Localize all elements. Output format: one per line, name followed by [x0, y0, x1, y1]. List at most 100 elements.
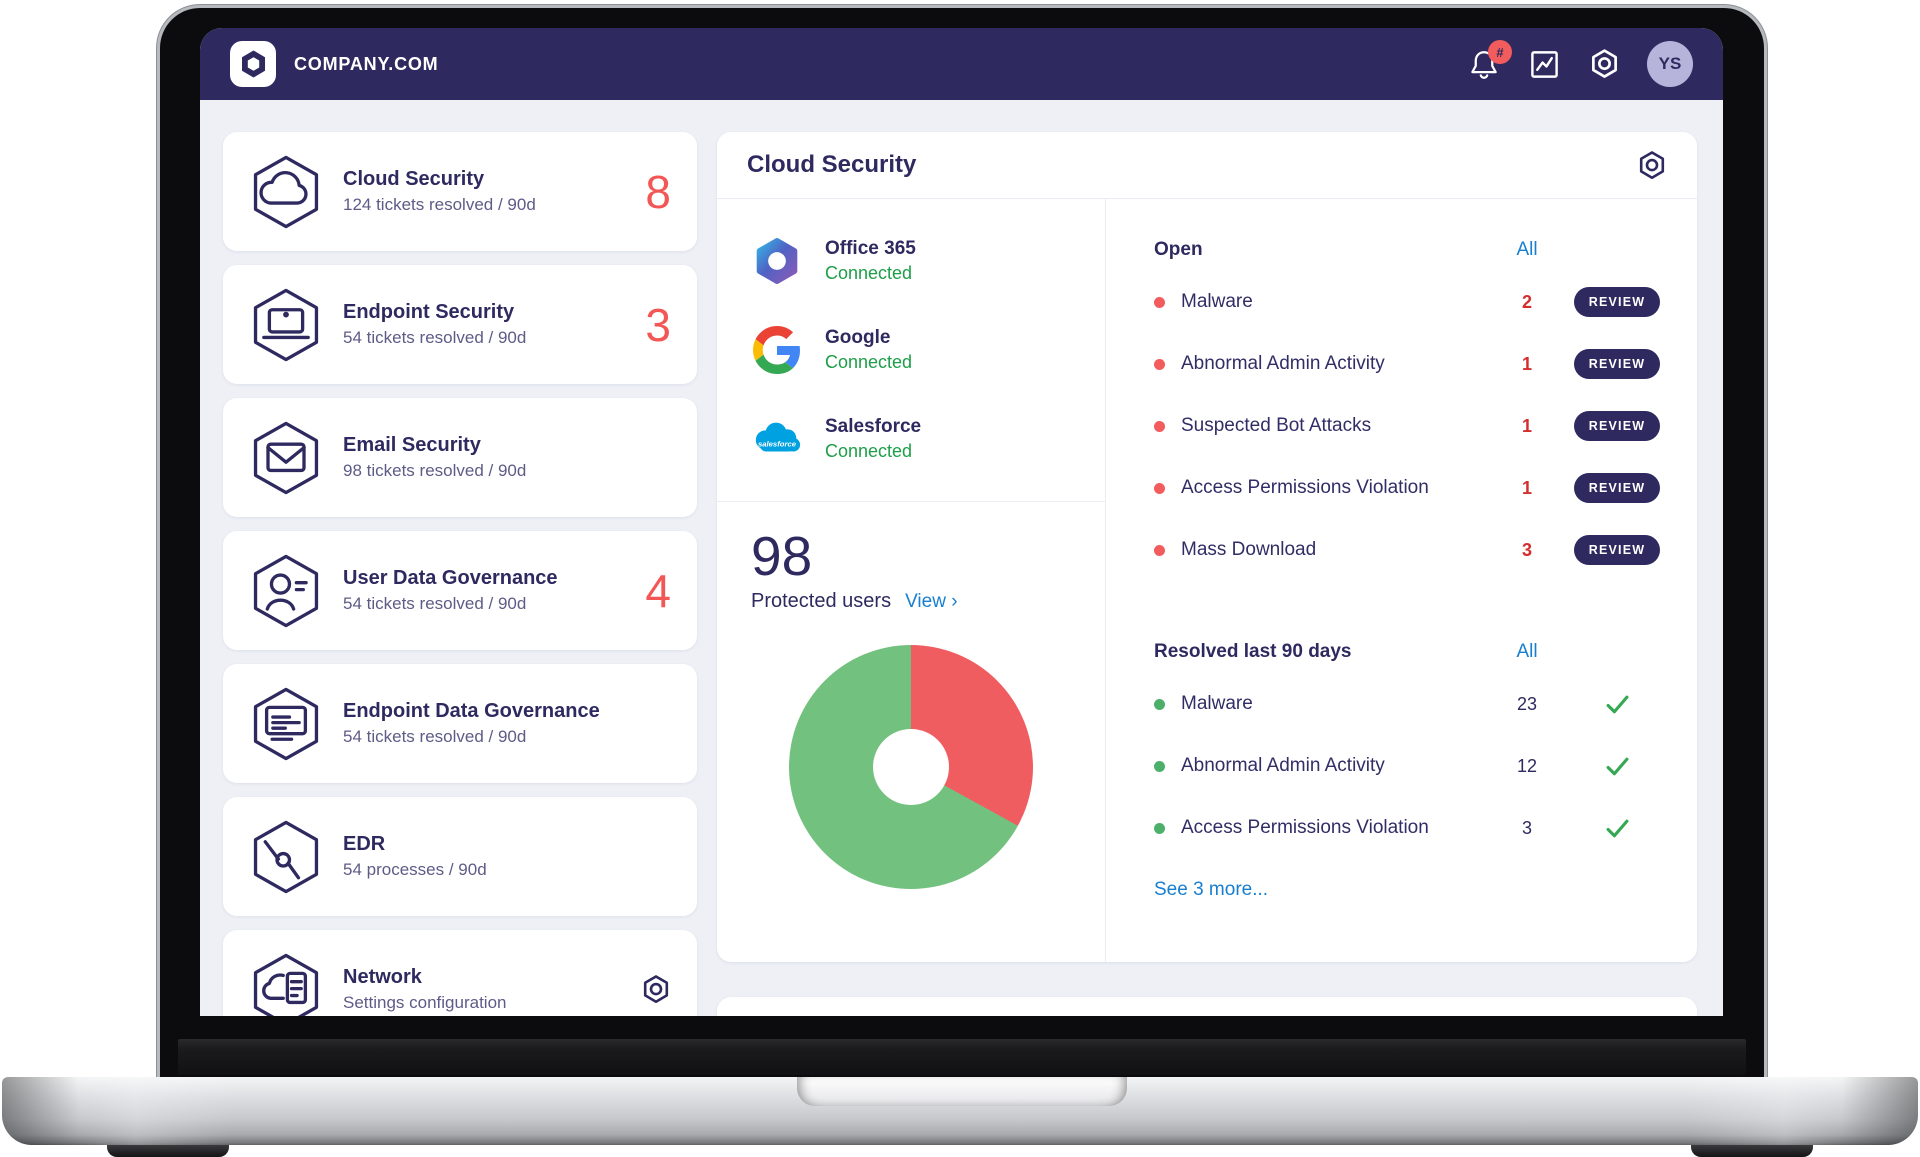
card-subtitle: 54 processes / 90d [343, 860, 487, 879]
card-subtitle: 54 tickets resolved / 90d [343, 727, 527, 746]
service-salesforce: salesforce Salesforce Connected [751, 413, 1071, 465]
service-name: Office 365 [825, 238, 916, 259]
endpoint-data-governance-icon [249, 685, 323, 763]
open-all-link[interactable]: All [1516, 239, 1538, 260]
google-logo-icon [751, 324, 803, 376]
service-name: Salesforce [825, 416, 922, 437]
settings-button[interactable] [1587, 47, 1621, 81]
sidebar-card-cloud-security[interactable]: Cloud Security 124 tickets resolved / 90… [223, 132, 697, 251]
item-label: Abnormal Admin Activity [1181, 353, 1385, 374]
laptop-base [2, 1077, 1918, 1145]
card-title: Endpoint Security [343, 301, 515, 323]
user-data-governance-icon [249, 552, 323, 630]
service-status: Connected [825, 263, 913, 283]
open-count: 8 [645, 165, 671, 218]
sidebar-card-endpoint-security[interactable]: Endpoint Security 54 tickets resolved / … [223, 265, 697, 384]
salesforce-logo-icon: salesforce [751, 413, 803, 465]
red-dot-icon [1154, 358, 1165, 370]
resolved-heading: Resolved last 90 days [1154, 641, 1352, 662]
resolved-section: Resolved last 90 days All Malware 23 [1154, 631, 1667, 901]
item-label: Malware [1181, 693, 1253, 714]
sidebar: Cloud Security 124 tickets resolved / 90… [223, 132, 697, 1016]
svg-text:salesforce: salesforce [758, 440, 797, 449]
green-dot-icon [1154, 760, 1165, 772]
card-title: User Data Governance [343, 567, 558, 589]
top-bar-actions: # YS [1467, 40, 1693, 87]
card-subtitle: Settings configuration [343, 993, 507, 1012]
card-title: Email Security [343, 434, 481, 456]
sidebar-card-user-data-governance[interactable]: User Data Governance 54 tickets resolved… [223, 531, 697, 650]
laptop-foot [107, 1145, 229, 1157]
cloud-security-panel: Cloud Security [717, 132, 1697, 962]
resolved-list-header: Resolved last 90 days All [1154, 631, 1667, 673]
resolved-item-access-permissions-violation: Access Permissions Violation 3 [1154, 797, 1667, 859]
review-button[interactable]: REVIEW [1574, 535, 1660, 565]
card-subtitle: 98 tickets resolved / 90d [343, 461, 527, 480]
red-dot-icon [1154, 420, 1165, 432]
alerts-column: Open All Malware 2 REVIEW Abnormal Admin… [1105, 199, 1697, 962]
review-button[interactable]: REVIEW [1574, 349, 1660, 379]
protected-users-donut-chart [789, 644, 1033, 889]
resolved-check-icon [1567, 818, 1667, 839]
resolved-check-icon [1567, 756, 1667, 777]
resolved-item-malware: Malware 23 [1154, 673, 1667, 735]
see-more-link[interactable]: See 3 more... [1154, 879, 1269, 900]
view-link[interactable]: View › [905, 590, 958, 612]
item-label: Access Permissions Violation [1181, 477, 1429, 498]
item-count: 1 [1521, 477, 1532, 498]
avatar[interactable]: YS [1647, 41, 1693, 87]
item-count: 2 [1521, 291, 1532, 312]
item-count: 1 [1521, 353, 1532, 374]
sidebar-card-network[interactable]: Network Settings configuration [223, 930, 697, 1016]
item-count: 23 [1516, 693, 1538, 714]
cloud-security-icon [249, 153, 323, 231]
open-count: 3 [645, 298, 671, 351]
gear-icon [1591, 49, 1617, 78]
open-item-access-permissions-violation: Access Permissions Violation 1 REVIEW [1154, 457, 1667, 519]
laptop-hinge [178, 1039, 1746, 1075]
network-settings-button[interactable] [641, 973, 671, 1006]
notification-badge: # [1488, 40, 1512, 64]
open-list-header: Open All [1154, 229, 1667, 271]
resolved-check-icon [1567, 694, 1667, 715]
review-button[interactable]: REVIEW [1574, 411, 1660, 441]
green-dot-icon [1154, 698, 1165, 710]
sidebar-card-edr[interactable]: EDR 54 processes / 90d [223, 797, 697, 916]
open-item-mass-download: Mass Download 3 REVIEW [1154, 519, 1667, 581]
open-item-suspected-bot-attacks: Suspected Bot Attacks 1 REVIEW [1154, 395, 1667, 457]
item-count: 3 [1521, 817, 1532, 838]
open-heading: Open [1154, 239, 1203, 260]
card-title: EDR [343, 833, 386, 855]
reports-button[interactable] [1527, 47, 1561, 81]
service-name: Google [825, 327, 891, 348]
top-bar: COMPANY.COM # [200, 28, 1723, 100]
red-dot-icon [1154, 544, 1165, 556]
gear-icon [1639, 150, 1665, 179]
company-logo-icon [230, 41, 276, 87]
review-button[interactable]: REVIEW [1574, 287, 1660, 317]
next-panel-partial [717, 997, 1697, 1016]
item-label: Access Permissions Violation [1181, 817, 1429, 838]
sidebar-card-endpoint-data-governance[interactable]: Endpoint Data Governance 54 tickets reso… [223, 664, 697, 783]
resolved-item-abnormal-admin-activity: Abnormal Admin Activity 12 [1154, 735, 1667, 797]
open-item-malware: Malware 2 REVIEW [1154, 271, 1667, 333]
network-icon [249, 951, 323, 1016]
item-label: Malware [1181, 291, 1253, 312]
card-subtitle: 54 tickets resolved / 90d [343, 328, 527, 347]
panel-settings-button[interactable] [1637, 149, 1667, 182]
review-button[interactable]: REVIEW [1574, 473, 1660, 503]
open-item-abnormal-admin-activity: Abnormal Admin Activity 1 REVIEW [1154, 333, 1667, 395]
panel-title: Cloud Security [747, 151, 917, 178]
notifications-button[interactable]: # [1467, 40, 1512, 81]
laptop-foot [1691, 1145, 1813, 1157]
chart-icon [1530, 50, 1558, 78]
card-subtitle: 54 tickets resolved / 90d [343, 594, 527, 613]
sidebar-card-email-security[interactable]: Email Security 98 tickets resolved / 90d [223, 398, 697, 517]
service-status: Connected [825, 352, 913, 372]
card-title: Network [343, 966, 422, 988]
services-column: Office 365 Connected [717, 199, 1105, 962]
resolved-all-link[interactable]: All [1516, 641, 1538, 662]
endpoint-security-icon [249, 286, 323, 364]
protected-users-count: 98 [751, 525, 813, 587]
